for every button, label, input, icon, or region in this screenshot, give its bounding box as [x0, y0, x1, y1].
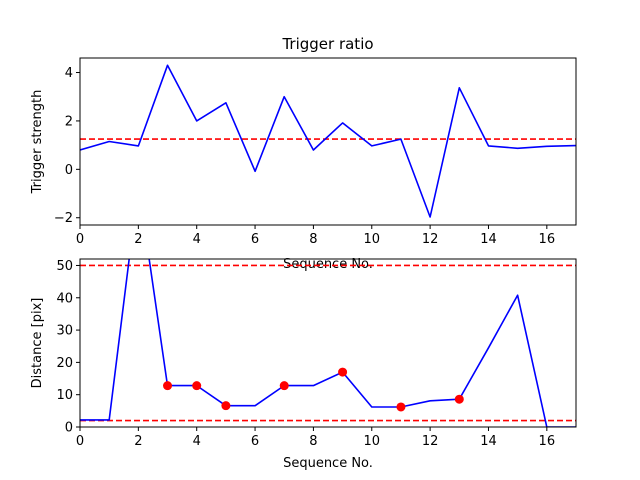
y-axis-label: Distance [pix]: [30, 298, 45, 389]
y-tick-label: 0: [65, 421, 73, 436]
x-tick-label: 2: [134, 232, 142, 247]
x-tick-label: 4: [193, 232, 201, 247]
y-tick-label: 20: [56, 356, 73, 371]
x-tick-label: 14: [480, 232, 497, 247]
x-tick-label: 6: [251, 232, 259, 247]
axes-frame: [79, 57, 577, 226]
x-tick-label: 0: [76, 232, 84, 247]
y-tick-label: 0: [65, 163, 73, 178]
data-point-marker: [221, 401, 231, 411]
plot-area: [80, 64, 576, 218]
distance-plot: 0 2 4 6 8 10 12 14 16 0 10 20 30 40 50 Sequence No. Di…: [30, 258, 577, 471]
x-tick-label: 2: [134, 434, 142, 449]
data-point-marker: [163, 381, 173, 391]
data-point-marker: [396, 402, 406, 412]
x-tick-label: 14: [480, 434, 497, 449]
x-tick-label: 4: [193, 434, 201, 449]
data-point-marker: [279, 381, 289, 391]
y-tick-label: 50: [56, 259, 73, 274]
series-line: [80, 64, 576, 218]
plot-area: [80, 259, 576, 427]
y-tick-label: 40: [56, 291, 73, 306]
x-tick-label: 12: [422, 232, 439, 247]
tick-layer: 0 2 4 6 8 10 12 14 16 0 10 20 30 40 50: [56, 259, 555, 449]
x-tick-label: 12: [422, 434, 439, 449]
x-axis-label: Sequence No.: [283, 456, 373, 471]
series-line: [80, 259, 576, 427]
y-tick-label: 30: [56, 324, 73, 339]
x-tick-label: 6: [251, 434, 259, 449]
x-tick-label: 10: [363, 232, 380, 247]
y-axis-label: Trigger strength: [30, 90, 45, 195]
data-point-marker: [338, 367, 348, 377]
data-point-marker: [192, 381, 202, 391]
y-tick-label: 4: [65, 66, 73, 81]
y-tick-label: 10: [56, 388, 73, 403]
x-tick-label: 0: [76, 434, 84, 449]
chart-title: Trigger ratio: [281, 35, 373, 53]
x-axis-label: Sequence No.: [283, 257, 373, 272]
x-tick-label: 10: [363, 434, 380, 449]
y-tick-label: 2: [65, 114, 73, 129]
x-tick-label: 16: [539, 434, 556, 449]
x-tick-label: 8: [309, 434, 317, 449]
axes-frame: [79, 258, 577, 428]
y-tick-label: −2: [54, 211, 73, 226]
data-point-marker: [454, 394, 464, 404]
x-tick-label: 16: [539, 232, 556, 247]
x-tick-label: 8: [309, 232, 317, 247]
